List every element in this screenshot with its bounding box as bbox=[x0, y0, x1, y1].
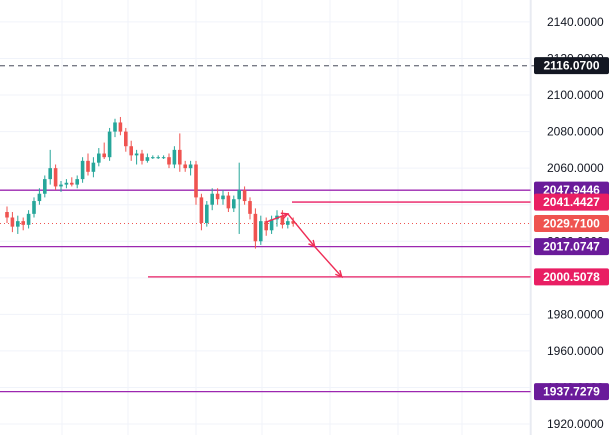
candle-body bbox=[102, 153, 106, 158]
candle-body bbox=[86, 160, 90, 172]
candle-body bbox=[107, 131, 112, 158]
price-badge bbox=[534, 383, 609, 401]
candle-body bbox=[205, 204, 209, 223]
candle-body bbox=[199, 197, 204, 223]
candle-body bbox=[134, 153, 139, 156]
candle-body bbox=[145, 157, 150, 161]
candle-body bbox=[178, 149, 182, 165]
candle-body bbox=[156, 157, 160, 159]
candle-body bbox=[5, 212, 9, 218]
price-badge-label: 2029.7100 bbox=[543, 217, 600, 231]
price-badge bbox=[534, 215, 609, 233]
candle-body bbox=[59, 184, 63, 187]
price-tick-label: 1980.0000 bbox=[547, 307, 604, 321]
candle-body bbox=[210, 193, 214, 205]
price-tick-label: 2060.0000 bbox=[547, 161, 604, 175]
price-badge bbox=[534, 268, 609, 286]
candle-body bbox=[48, 168, 52, 180]
candle-body bbox=[64, 182, 69, 185]
candle-body bbox=[43, 179, 47, 194]
candle-body bbox=[215, 193, 220, 200]
candle-body bbox=[167, 157, 171, 165]
candle-body bbox=[291, 221, 295, 224]
candle-body bbox=[10, 217, 15, 227]
candle-body bbox=[253, 213, 258, 242]
candle-body bbox=[237, 190, 241, 200]
candle-body bbox=[248, 201, 252, 214]
candle-body bbox=[264, 221, 268, 231]
price-badge-label: 2116.0700 bbox=[543, 59, 599, 73]
arrow-head-icon bbox=[335, 269, 343, 279]
candle-body bbox=[188, 164, 193, 169]
candle-body bbox=[140, 153, 144, 161]
price-badge-label: 1937.7279 bbox=[543, 385, 600, 399]
arrow-shaft[interactable] bbox=[265, 213, 289, 223]
candle-body bbox=[21, 221, 25, 225]
candle-body bbox=[113, 122, 117, 132]
candle-body bbox=[26, 213, 31, 225]
candle-body bbox=[226, 195, 231, 209]
candle-body bbox=[32, 201, 36, 214]
candle-body bbox=[75, 179, 79, 185]
candle-body bbox=[269, 219, 274, 231]
price-tick-label: 1920.0000 bbox=[547, 417, 604, 431]
candle-body bbox=[232, 199, 236, 209]
candle-body bbox=[129, 146, 133, 156]
candle-body bbox=[124, 131, 128, 147]
price-badge-label: 2000.5078 bbox=[543, 270, 600, 284]
candle-body bbox=[194, 164, 198, 198]
candle-body bbox=[172, 149, 177, 165]
candle-body bbox=[16, 221, 20, 227]
candle-body bbox=[91, 162, 96, 172]
price-tick-label: 1960.0000 bbox=[547, 344, 604, 358]
candle-body bbox=[53, 168, 58, 187]
candle-body bbox=[286, 221, 290, 225]
arrow-shaft[interactable] bbox=[314, 246, 343, 278]
price-badge bbox=[534, 238, 609, 256]
candle-body bbox=[37, 193, 42, 202]
candle-body bbox=[118, 122, 123, 132]
price-badge bbox=[534, 57, 609, 75]
candle-body bbox=[161, 157, 166, 159]
price-badges: 2116.07002047.94462041.44272029.71002017… bbox=[534, 57, 609, 401]
candle-body bbox=[151, 157, 155, 159]
candlestick-series bbox=[5, 116, 295, 249]
candle-body bbox=[183, 164, 187, 169]
price-tick-label: 2080.0000 bbox=[547, 125, 604, 139]
candle-body bbox=[80, 160, 85, 180]
candle-body bbox=[242, 190, 247, 202]
price-badge bbox=[534, 193, 609, 211]
candle-body bbox=[221, 195, 225, 200]
candle-body bbox=[280, 215, 285, 225]
arrow-shaft[interactable] bbox=[287, 213, 316, 248]
price-badge-label: 2041.4427 bbox=[543, 195, 600, 209]
candle-body bbox=[97, 153, 101, 163]
price-tick-label: 2140.0000 bbox=[547, 15, 604, 29]
grid-lines bbox=[0, 0, 531, 435]
price-badge-label: 2017.0747 bbox=[543, 240, 600, 254]
horizontal-price-lines[interactable] bbox=[0, 65, 534, 393]
candle-body bbox=[70, 182, 74, 185]
projection-arrows[interactable] bbox=[265, 212, 343, 279]
candle-body bbox=[259, 221, 263, 242]
price-tick-label: 2100.0000 bbox=[547, 88, 604, 102]
